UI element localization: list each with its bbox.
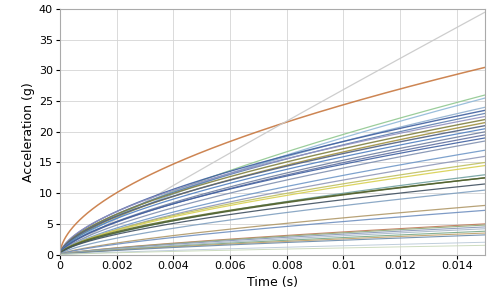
X-axis label: Time (s): Time (s): [247, 276, 298, 289]
Y-axis label: Acceleration (g): Acceleration (g): [22, 82, 35, 182]
